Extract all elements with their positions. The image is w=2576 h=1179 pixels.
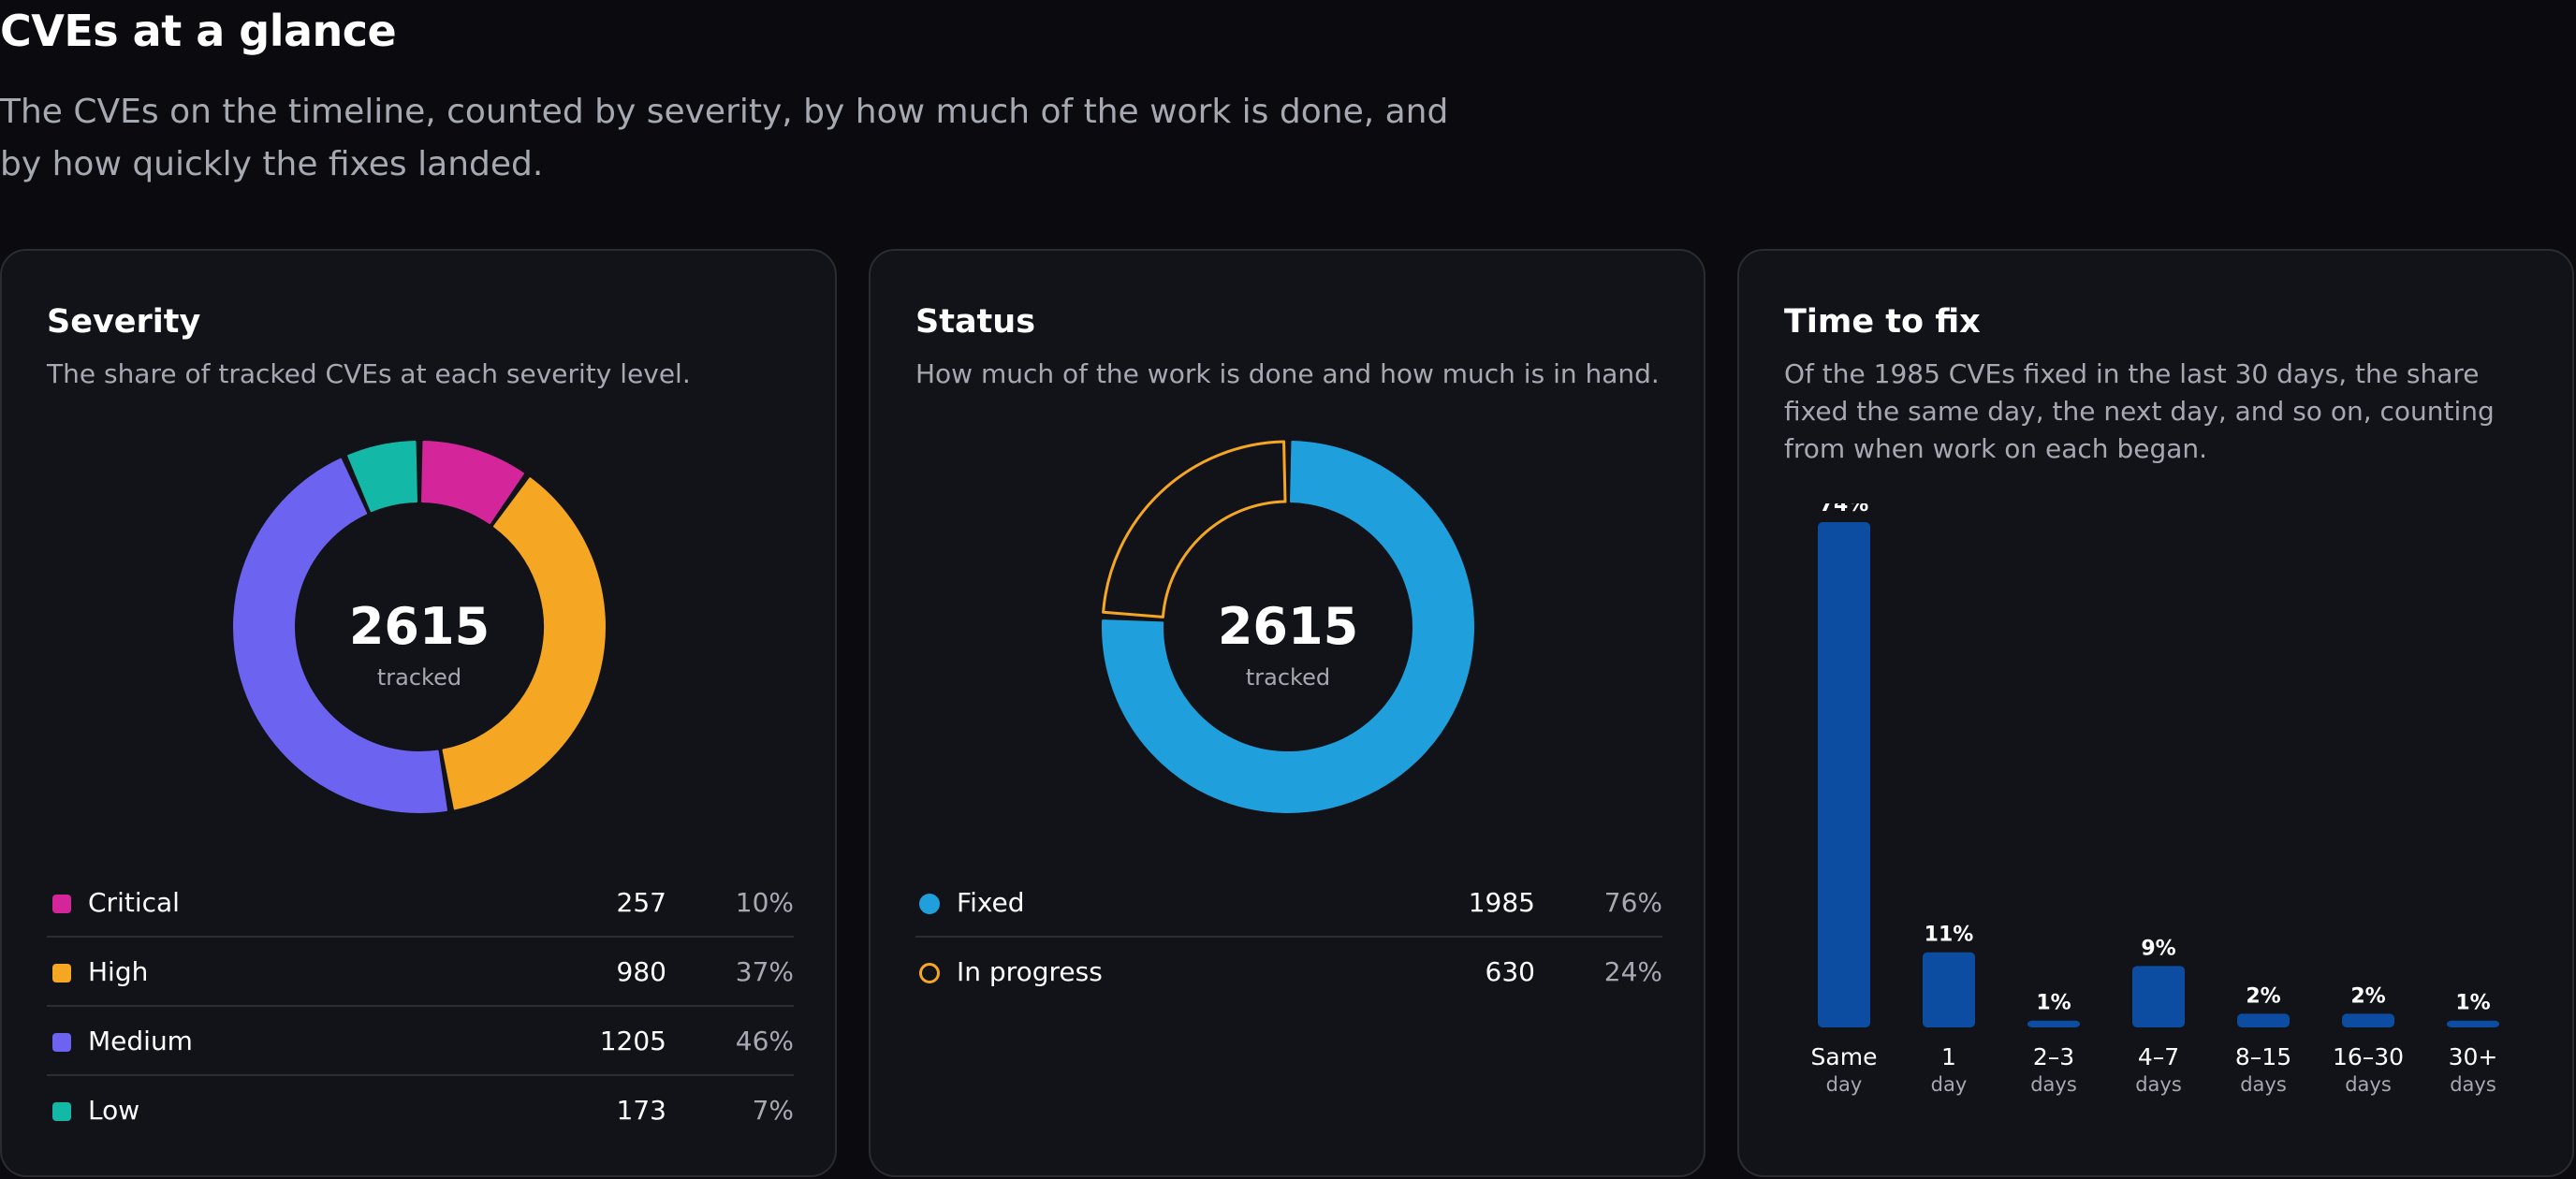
severity-total-label: tracked — [377, 664, 461, 691]
legend-percent: 7% — [752, 1095, 794, 1126]
x-tick-label: 16–30 — [2333, 1043, 2404, 1070]
bar-value-label: 1% — [2036, 992, 2071, 1015]
x-tick-sublabel: day — [1931, 1073, 1968, 1096]
legend-count: 980 — [616, 956, 666, 987]
time-to-fix-card: Time to fix Of the 1985 CVEs fixed in th… — [1737, 249, 2574, 1177]
x-tick-sublabel: days — [2345, 1073, 2392, 1096]
x-tick-label: 30+ — [2449, 1043, 2498, 1070]
x-tick-label: 2–3 — [2033, 1043, 2074, 1070]
x-tick-sublabel: days — [2135, 1073, 2182, 1096]
severity-legend-row-low: Low 173 7% — [47, 1076, 794, 1145]
status-slice-fixed — [1102, 441, 1474, 813]
page-subtitle: The CVEs on the timeline, counted by sev… — [0, 93, 1449, 183]
bar-value-label: 1% — [2455, 992, 2490, 1015]
bar — [2132, 966, 2185, 1027]
severity-legend: Critical 257 10% High 980 37% Medium 120… — [47, 868, 794, 1145]
severity-description: The share of tracked CVEs at each severi… — [47, 358, 691, 389]
in-progress-ring — [919, 963, 940, 983]
legend-percent: 24% — [1603, 956, 1662, 987]
x-tick-label: 1 — [1941, 1043, 1956, 1070]
low-swatch — [52, 1102, 71, 1121]
status-donut-chart: 2615 tracked — [1102, 440, 1474, 813]
legend-percent: 76% — [1603, 887, 1662, 918]
legend-label: Fixed — [957, 887, 1025, 918]
status-slice-in-progress — [1102, 440, 1287, 619]
severity-donut-chart: 2615 tracked — [233, 441, 606, 813]
legend-label: Critical — [88, 887, 180, 918]
severity-slice-medium — [233, 458, 447, 813]
status-card: Status How much of the work is done and … — [869, 249, 1705, 1177]
bar-value-label: 9% — [2141, 937, 2175, 960]
bar — [1818, 522, 1870, 1027]
bar — [2342, 1013, 2394, 1027]
severity-legend-row-high: High 980 37% — [47, 938, 794, 1007]
legend-percent: 46% — [735, 1026, 794, 1056]
time-to-fix-title: Time to fix — [1784, 303, 1981, 341]
status-legend: Fixed 1985 76% In progress 630 24% — [915, 868, 1662, 1007]
legend-percent: 10% — [735, 887, 794, 918]
bar-value-label: 74% — [1820, 503, 1869, 517]
x-tick-label: Same — [1811, 1043, 1878, 1070]
severity-slice-low — [347, 441, 417, 513]
status-legend-row-in-progress: In progress 630 24% — [915, 938, 1662, 1007]
bar-value-label: 2% — [2350, 984, 2385, 1008]
bar-value-label: 11% — [1925, 924, 1974, 947]
time-to-fix-bar-chart: 74% Same day 11% 1 day 1% 2–3 days 9% 4–7 days 2% 8–1… — [1811, 503, 2499, 1096]
bar — [2027, 1020, 2080, 1027]
time-to-fix-description: Of the 1985 CVEs fixed in the last 30 da… — [1784, 358, 2495, 464]
bar-value-label: 2% — [2246, 984, 2280, 1008]
legend-label: Medium — [88, 1026, 193, 1056]
x-tick-label: 8–15 — [2235, 1043, 2291, 1070]
bar — [2447, 1020, 2499, 1027]
legend-percent: 37% — [735, 956, 794, 987]
status-title: Status — [915, 303, 1036, 341]
bar — [2237, 1013, 2290, 1027]
legend-count: 1205 — [599, 1026, 666, 1056]
critical-swatch — [52, 895, 71, 913]
x-tick-sublabel: days — [2240, 1073, 2287, 1096]
x-tick-sublabel: day — [1826, 1073, 1863, 1096]
legend-label: Low — [88, 1095, 140, 1126]
legend-count: 1985 — [1468, 887, 1535, 918]
legend-count: 257 — [616, 887, 666, 918]
severity-slice-high — [442, 477, 606, 810]
medium-swatch — [52, 1033, 71, 1052]
legend-label: High — [88, 956, 149, 987]
status-description: How much of the work is done and how muc… — [915, 358, 1660, 389]
high-swatch — [52, 964, 71, 982]
legend-label: In progress — [957, 956, 1103, 987]
legend-count: 630 — [1485, 956, 1535, 987]
status-total: 2615 — [1218, 597, 1358, 656]
x-tick-label: 4–7 — [2138, 1043, 2179, 1070]
severity-legend-row-medium: Medium 1205 46% — [47, 1007, 794, 1076]
status-legend-row-fixed: Fixed 1985 76% — [915, 868, 1662, 938]
page-title: CVEs at a glance — [0, 6, 397, 56]
legend-count: 173 — [616, 1095, 666, 1126]
x-tick-sublabel: days — [2450, 1073, 2496, 1096]
status-total-label: tracked — [1246, 664, 1330, 691]
severity-title: Severity — [47, 303, 201, 341]
severity-card: Severity The share of tracked CVEs at ea… — [0, 249, 837, 1177]
x-tick-sublabel: days — [2030, 1073, 2077, 1096]
severity-legend-row-critical: Critical 257 10% — [47, 868, 794, 938]
severity-slice-critical — [421, 441, 524, 525]
fixed-dot — [919, 894, 940, 914]
bar — [1923, 952, 1975, 1027]
severity-total: 2615 — [349, 597, 490, 656]
